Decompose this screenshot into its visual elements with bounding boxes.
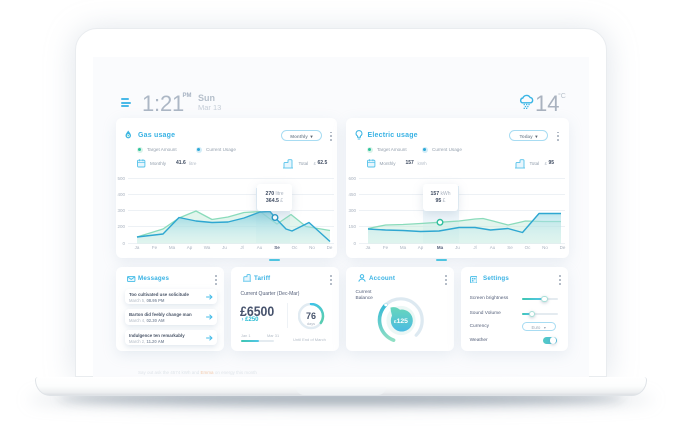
svg-text:300: 300 bbox=[117, 208, 125, 213]
svg-text:Jl: Jl bbox=[240, 245, 243, 250]
svg-text:Ma: Ma bbox=[400, 245, 407, 250]
svg-text:0: 0 bbox=[122, 241, 125, 246]
svg-text:Ju: Ju bbox=[455, 245, 460, 250]
svg-text:Jl: Jl bbox=[473, 245, 476, 250]
svg-text:Au: Au bbox=[257, 245, 263, 250]
svg-text:Ju: Ju bbox=[222, 245, 227, 250]
svg-text:76: 76 bbox=[306, 311, 316, 321]
svg-text:200: 200 bbox=[117, 224, 125, 229]
svg-text:Oc: Oc bbox=[525, 245, 532, 250]
svg-text:De: De bbox=[560, 245, 566, 250]
svg-text:450: 450 bbox=[348, 192, 356, 197]
svg-text:No: No bbox=[542, 245, 548, 250]
svg-text:Ja: Ja bbox=[135, 245, 140, 250]
svg-text:0: 0 bbox=[353, 241, 356, 246]
svg-text:500: 500 bbox=[117, 176, 125, 181]
svg-text:150: 150 bbox=[348, 224, 356, 229]
svg-text:Se: Se bbox=[274, 245, 280, 250]
svg-text:£125: £125 bbox=[394, 318, 408, 325]
svg-text:Au: Au bbox=[490, 245, 496, 250]
svg-text:Ap: Ap bbox=[418, 245, 424, 250]
svg-text:600: 600 bbox=[348, 176, 356, 181]
svg-text:400: 400 bbox=[117, 192, 125, 197]
svg-text:Ja: Ja bbox=[366, 245, 371, 250]
svg-text:No: No bbox=[309, 245, 315, 250]
svg-text:Wa: Wa bbox=[204, 245, 211, 250]
svg-text:Oc: Oc bbox=[292, 245, 299, 250]
svg-text:300: 300 bbox=[348, 208, 356, 213]
svg-text:Ma: Ma bbox=[437, 245, 444, 250]
svg-text:Se: Se bbox=[507, 245, 513, 250]
svg-text:Ma: Ma bbox=[169, 245, 176, 250]
svg-text:Fe: Fe bbox=[152, 245, 158, 250]
svg-text:Fe: Fe bbox=[383, 245, 389, 250]
svg-text:days: days bbox=[307, 320, 315, 325]
svg-text:Ap: Ap bbox=[187, 245, 193, 250]
svg-text:De: De bbox=[327, 245, 333, 250]
